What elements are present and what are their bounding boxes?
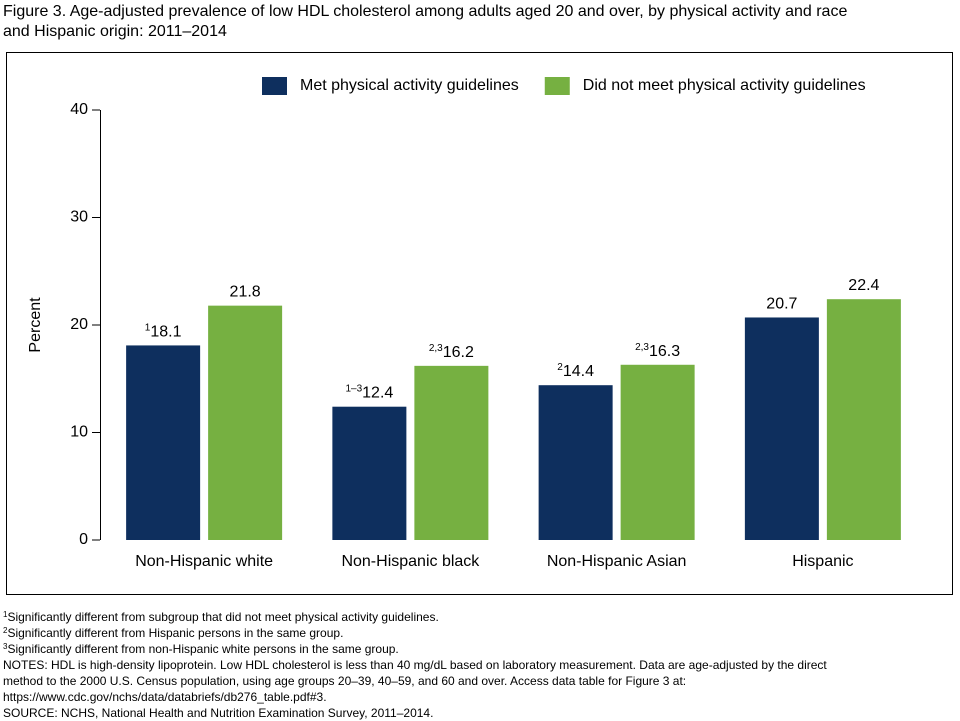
footnote-mark: 1 <box>3 610 8 619</box>
footnote-mark: 2 <box>3 626 8 635</box>
title-line: and Hispanic origin: 2011–2014 <box>3 23 227 40</box>
value-text: 12.4 <box>362 385 393 402</box>
value-note: 2,3 <box>635 341 649 352</box>
bar <box>620 364 695 540</box>
title: Figure 3. Age-adjusted prevalence of low… <box>3 2 847 42</box>
y-tick-label: 20 <box>70 316 88 333</box>
footnote-text: Significantly different from non-Hispani… <box>7 642 399 656</box>
bar <box>208 305 283 540</box>
value-text: 16.3 <box>649 343 680 360</box>
value-text: 14.4 <box>563 363 594 380</box>
legend-label: Met physical activity guidelines <box>300 77 519 94</box>
value-label: 1–312.4 <box>345 383 393 402</box>
value-note: 1 <box>145 322 151 333</box>
bar <box>826 299 901 540</box>
value-text: 20.7 <box>766 296 797 313</box>
value-text: 22.4 <box>848 277 879 294</box>
legend-swatch <box>544 77 570 95</box>
footnote-text: Significantly different from Hispanic pe… <box>7 626 344 640</box>
x-tick-label: Non-Hispanic Asian <box>547 553 687 570</box>
value-text: 16.2 <box>443 344 474 361</box>
x-tick-label: Non-Hispanic white <box>135 553 273 570</box>
footer: 1Significantly different from subgroup t… <box>3 609 827 721</box>
y-tick-label: 0 <box>79 531 88 548</box>
footnote: 3Significantly different from non-Hispan… <box>3 641 827 657</box>
y-axis-label: Percent <box>27 297 44 353</box>
value-text: 21.8 <box>230 284 261 301</box>
bar <box>538 385 613 540</box>
y-tick-label: 10 <box>70 424 88 441</box>
note-line: SOURCE: NCHS, National Health and Nutrit… <box>3 706 434 720</box>
footnote: 2Significantly different from Hispanic p… <box>3 625 827 641</box>
legend-label: Did not meet physical activity guideline… <box>583 77 866 94</box>
bar <box>332 406 407 540</box>
footnote-mark: 3 <box>3 642 8 651</box>
value-label: 21.8 <box>230 284 261 301</box>
bar <box>126 345 201 540</box>
x-tick-label: Hispanic <box>792 553 853 570</box>
value-label: 20.7 <box>766 296 797 313</box>
chart-frame <box>6 52 953 595</box>
note-line: NOTES: HDL is high-density lipoprotein. … <box>3 658 827 672</box>
value-label: 22.4 <box>848 277 879 294</box>
value-label: 2,316.2 <box>429 342 474 361</box>
bar <box>744 317 819 540</box>
note-line: https://www.cdc.gov/nchs/data/databriefs… <box>3 690 327 704</box>
legend-swatch <box>262 77 287 95</box>
title-line: Figure 3. Age-adjusted prevalence of low… <box>3 3 848 20</box>
value-label: 118.1 <box>145 322 182 341</box>
footnote-text: Significantly different from subgroup th… <box>7 610 439 624</box>
footnote: 1Significantly different from subgroup t… <box>3 609 827 625</box>
chart: Percent 0 10 20 30 40 Met physical activity g… <box>6 52 953 595</box>
value-note: 1–3 <box>345 383 362 394</box>
x-tick-label: Non-Hispanic black <box>341 553 480 570</box>
bar <box>414 365 489 540</box>
y-tick-label: 40 <box>70 101 88 118</box>
value-text: 18.1 <box>150 324 181 341</box>
y-tick-label: 30 <box>70 209 88 226</box>
value-note: 2 <box>557 362 563 373</box>
value-note: 2,3 <box>429 342 443 353</box>
note-line: method to the 2000 U.S. Census populatio… <box>3 674 687 688</box>
value-label: 214.4 <box>557 362 594 381</box>
value-label: 2,316.3 <box>635 341 680 360</box>
